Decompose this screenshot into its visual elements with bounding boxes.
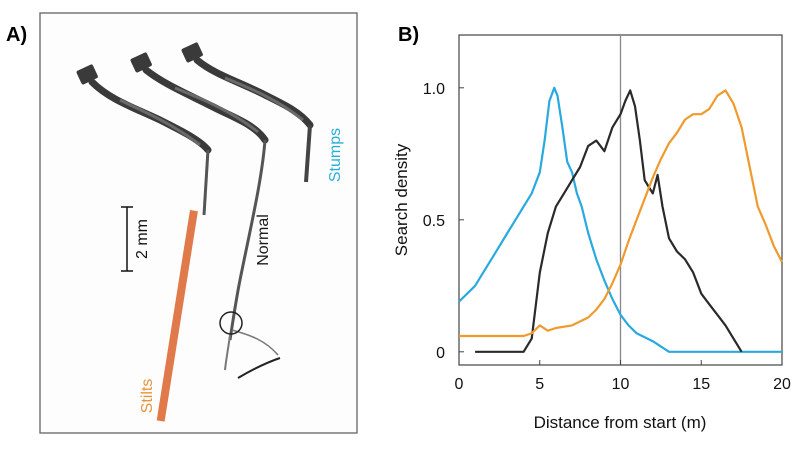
series-line-2 xyxy=(459,89,783,338)
x-tick-label: 10 xyxy=(612,376,630,393)
y-axis-title: Search density xyxy=(392,143,411,256)
y-tick-label: 0.5 xyxy=(423,213,445,230)
stumps-leg xyxy=(181,42,314,183)
panel-b-label: B) xyxy=(398,24,420,46)
x-axis-title: Distance from start (m) xyxy=(534,413,707,432)
stumps-label: Stumps xyxy=(327,128,344,182)
scale-bar: 2 mm xyxy=(121,206,151,272)
normal-label: Normal xyxy=(255,214,272,266)
search-density-chart: 0 5 10 15 20 0 0.5 1.0 Distance from start (m)… xyxy=(392,34,791,432)
x-tick-label: 15 xyxy=(692,376,710,393)
joint-circle xyxy=(219,311,243,335)
panel-a-label: A) xyxy=(6,24,28,46)
scale-bar-label: 2 mm xyxy=(134,219,151,259)
normal-leg xyxy=(130,52,281,379)
stilts-leg xyxy=(76,64,212,422)
x-tick-label: 5 xyxy=(535,376,544,393)
series-line-0 xyxy=(458,86,782,353)
leg-illustrations: 2 mm Stilts Normal Stumps xyxy=(76,42,344,422)
x-tick-label: 0 xyxy=(455,376,464,393)
y-tick-label: 1.0 xyxy=(423,81,445,98)
stilts-label: Stilts xyxy=(139,379,156,414)
series-line-1 xyxy=(475,89,743,353)
y-tick-label: 0 xyxy=(436,345,445,362)
stilts-shaft xyxy=(156,210,198,422)
x-tick-label: 20 xyxy=(773,376,791,393)
